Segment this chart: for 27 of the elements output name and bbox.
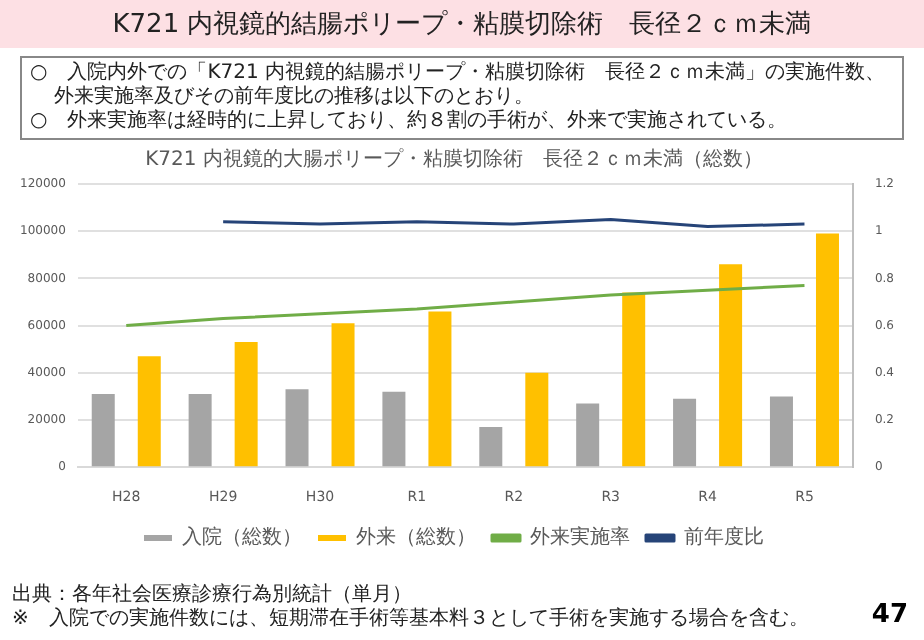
text: ○ 外来実施率は経時的に上昇しており、約８割の手術が、外来で実施されている。 — [30, 110, 790, 134]
legend-label: 外来実施率 — [530, 525, 630, 550]
bar — [428, 311, 452, 467]
bar — [285, 389, 309, 467]
text: ※ 入院での実施件数には、短期滞在手術等基本料３として手術を実施する場合を含む。 — [12, 608, 809, 632]
bar — [525, 372, 549, 467]
bar — [479, 427, 503, 467]
chart-subtitle: K721 内視鏡的大腸ポリープ・粘膜切除術 長径２ｃｍ未満（総数） — [145, 147, 763, 172]
bar — [234, 342, 258, 467]
bar — [382, 391, 406, 467]
bar — [576, 403, 600, 467]
bar — [769, 396, 793, 467]
legend-label: 入院（総数） — [182, 525, 302, 550]
legend-label: 前年度比 — [684, 525, 764, 550]
bar — [622, 292, 646, 467]
chart-title: K721 内視鏡的結腸ポリープ・粘膜切除術 長径２ｃｍ未満 — [0, 0, 924, 48]
source-note: 出典：各年社会医療診療行為別統計（単月） — [12, 584, 414, 607]
bar — [137, 356, 161, 467]
text: ○ 入院内外での「K721 内視鏡的結腸ポリープ・粘膜切除術 長径２ｃｍ未満」の実施件数、外来実施率及びその前年度比の推移は以下のとおり。 — [30, 62, 888, 109]
text: 47 — [871, 600, 908, 630]
bar — [188, 394, 212, 467]
legend-label: 外来（総数） — [356, 525, 476, 550]
bar — [331, 323, 355, 467]
bar — [673, 398, 697, 467]
bar — [719, 264, 743, 467]
bar — [815, 233, 839, 467]
bar — [91, 394, 115, 467]
